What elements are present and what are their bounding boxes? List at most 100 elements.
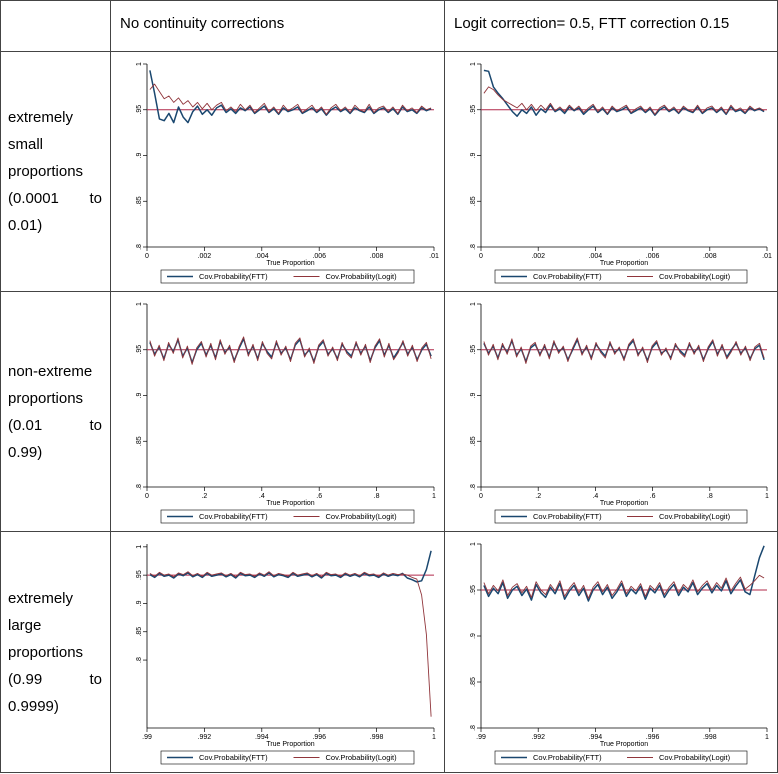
y-tick-label: .95 bbox=[470, 585, 477, 595]
legend-box bbox=[494, 269, 748, 284]
series-line bbox=[149, 70, 432, 124]
col-header-no-corrections: No continuity corrections bbox=[110, 0, 445, 52]
legend-label: Cov.Probability(FTT) bbox=[199, 512, 268, 521]
plot-area bbox=[147, 64, 434, 247]
x-tick-label: .4 bbox=[592, 493, 598, 500]
y-tick-label: .95 bbox=[136, 570, 143, 580]
chart-cell: .8 .85 .9 .95 1 .99 .992 .994 .996 .998 1 True Prop… bbox=[110, 531, 445, 773]
series-line bbox=[483, 86, 765, 115]
series-line bbox=[483, 545, 765, 602]
x-axis-label: True Proportion bbox=[266, 260, 314, 267]
row-label-line: extremely bbox=[8, 109, 74, 126]
row-label-line: proportions bbox=[8, 163, 84, 180]
series-line bbox=[149, 336, 432, 365]
y-tick-label: .8 bbox=[136, 244, 143, 250]
plot-area bbox=[147, 544, 434, 728]
x-tick-label: .01 bbox=[429, 253, 439, 260]
x-tick-label: 1 bbox=[432, 493, 436, 500]
row-label-line: extremely bbox=[8, 589, 74, 607]
x-tick-label: .002 bbox=[531, 253, 545, 260]
y-tick-label: .95 bbox=[470, 345, 477, 355]
x-tick-label: 0 bbox=[145, 253, 149, 260]
y-tick-label: 1 bbox=[136, 62, 143, 66]
y-tick-label: .9 bbox=[136, 152, 143, 158]
row-label-line: 0.01) bbox=[8, 217, 43, 234]
plot-area bbox=[481, 304, 767, 487]
row-label-line: (0.99 to bbox=[8, 670, 102, 688]
x-tick-label: 0 bbox=[479, 493, 483, 500]
x-tick-label: .99 bbox=[142, 734, 152, 741]
legend-box bbox=[160, 269, 415, 284]
x-tick-label: 1 bbox=[432, 734, 436, 741]
x-tick-label: .002 bbox=[198, 253, 212, 260]
plot-area bbox=[481, 64, 767, 247]
chart-cell: .8 .85 .9 .95 1 0 .2 .4 .6 .8 1 True Proportion Cov.… bbox=[444, 291, 778, 532]
row-label-line: 0.9999) bbox=[8, 697, 59, 715]
chart-cell: .8 .85 .9 .95 1 0 .2 .4 .6 .8 1 True Proportion Cov.… bbox=[110, 291, 445, 532]
x-tick-label: .992 bbox=[198, 734, 212, 741]
y-tick-label: .85 bbox=[136, 436, 143, 446]
plot-area bbox=[481, 544, 767, 728]
x-tick-label: .992 bbox=[531, 734, 545, 741]
legend-label: Cov.Probability(FTT) bbox=[533, 753, 602, 762]
series-line bbox=[149, 550, 432, 583]
x-tick-label: 1 bbox=[765, 734, 769, 741]
series-line bbox=[149, 571, 432, 717]
x-tick-label: 0 bbox=[145, 493, 149, 500]
x-tick-label: .006 bbox=[312, 253, 326, 260]
y-tick-label: .85 bbox=[470, 677, 477, 687]
x-tick-label: .01 bbox=[762, 253, 772, 260]
legend-label: Cov.Probability(Logit) bbox=[326, 512, 398, 521]
x-tick-label: .008 bbox=[703, 253, 717, 260]
y-tick-label: .9 bbox=[136, 392, 143, 398]
x-tick-label: .998 bbox=[370, 734, 384, 741]
row-label-line: 0.99) bbox=[8, 443, 43, 461]
y-tick-label: .9 bbox=[470, 152, 477, 158]
x-tick-label: 1 bbox=[765, 493, 769, 500]
y-tick-label: .9 bbox=[470, 633, 477, 639]
x-axis-label: True Proportion bbox=[266, 741, 314, 748]
chart-large-nocorr: .8 .85 .9 .95 1 .99 .992 .994 .996 .998 1 True Prop… bbox=[136, 544, 436, 765]
x-axis-label: True Proportion bbox=[600, 741, 648, 748]
x-tick-label: .8 bbox=[707, 493, 713, 500]
row-label-mid: non-extreme proportions (0.01 to 0.99) bbox=[0, 291, 111, 532]
chart-mid-nocorr: .8 .85 .9 .95 1 0 .2 .4 .6 .8 1 True Proportion Cov.… bbox=[136, 302, 436, 524]
y-tick-label: .9 bbox=[136, 600, 143, 606]
series-line bbox=[483, 574, 765, 599]
y-tick-label: 1 bbox=[470, 542, 477, 546]
y-tick-label: 1 bbox=[136, 302, 143, 306]
corner-cell bbox=[0, 0, 111, 52]
legend-label: Cov.Probability(Logit) bbox=[659, 512, 731, 521]
legend-label: Cov.Probability(Logit) bbox=[659, 753, 731, 762]
legend-label: Cov.Probability(FTT) bbox=[533, 512, 602, 521]
y-tick-label: .8 bbox=[136, 657, 143, 663]
x-tick-label: .99 bbox=[476, 734, 486, 741]
row-label-small: extremely small proportions (0.0001 to 0… bbox=[0, 51, 111, 292]
x-tick-label: .6 bbox=[316, 493, 322, 500]
y-tick-label: .8 bbox=[136, 484, 143, 490]
legend-box bbox=[160, 750, 415, 765]
series-line bbox=[483, 69, 765, 117]
legend-label: Cov.Probability(FTT) bbox=[199, 753, 268, 762]
y-tick-label: .85 bbox=[470, 436, 477, 446]
x-tick-label: .008 bbox=[370, 253, 384, 260]
x-tick-label: .994 bbox=[589, 734, 603, 741]
chart-large-corr: .8 .85 .9 .95 1 .99 .992 .994 .996 .998 1 True Prop… bbox=[470, 542, 769, 765]
legend-label: Cov.Probability(FTT) bbox=[533, 272, 602, 281]
row-label-large: extremely large proportions (0.99 to 0.9… bbox=[0, 531, 111, 773]
x-tick-label: .996 bbox=[312, 734, 326, 741]
legend-box bbox=[494, 509, 748, 524]
row-label-line: non-extreme bbox=[8, 362, 93, 380]
x-tick-label: .2 bbox=[535, 493, 541, 500]
series-line bbox=[483, 338, 765, 363]
y-tick-label: 1 bbox=[470, 62, 477, 66]
y-tick-label: .95 bbox=[136, 105, 143, 115]
y-tick-label: .8 bbox=[470, 244, 477, 250]
y-tick-label: .85 bbox=[470, 196, 477, 206]
x-tick-label: .006 bbox=[646, 253, 660, 260]
series-line bbox=[483, 337, 765, 364]
chart-cell: .8 .85 .9 .95 1 .99 .992 .994 .996 .998 1 True Prop… bbox=[444, 531, 778, 773]
chart-cell: .8 .85 .9 .95 1 0 .002 .004 .006 .008 .01 True Prop… bbox=[110, 51, 445, 292]
x-tick-label: .004 bbox=[589, 253, 603, 260]
